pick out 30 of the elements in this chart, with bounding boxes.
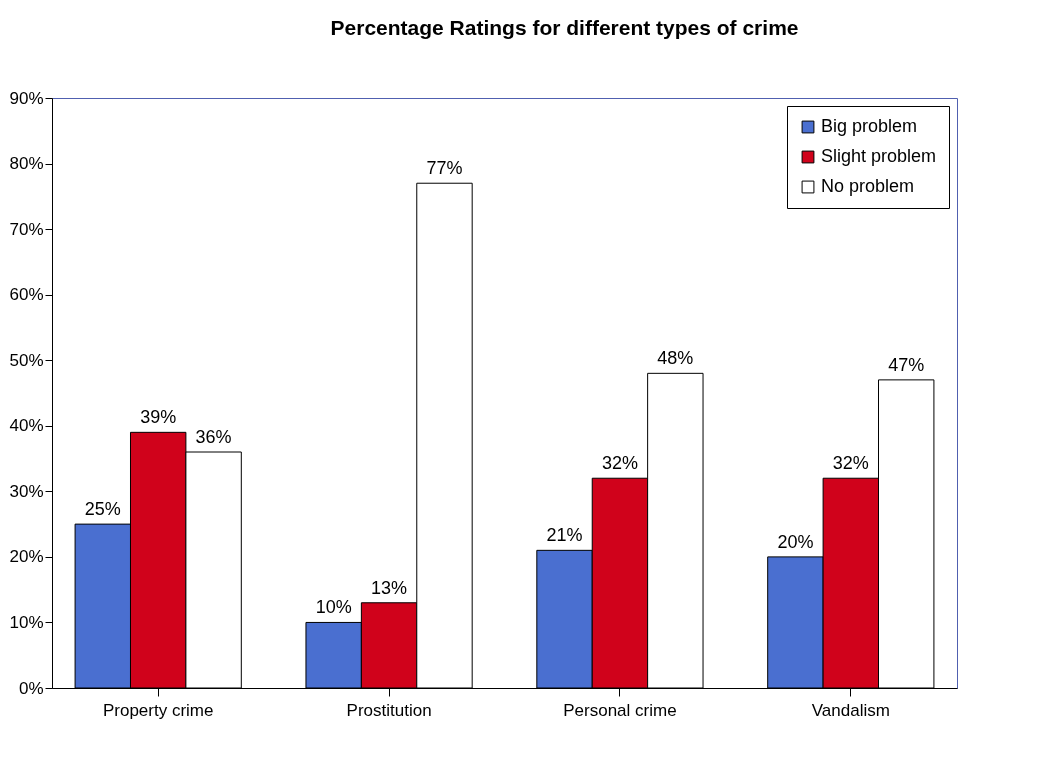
y-tick-label: 60% (9, 285, 44, 305)
data-label: 10% (315, 597, 352, 618)
data-label: 47% (888, 354, 925, 375)
legend-label: No problem (821, 176, 915, 196)
y-tick-label: 0% (18, 678, 44, 698)
data-label: 25% (84, 499, 121, 520)
y-tick-label: 90% (9, 88, 44, 108)
data-label: 77% (426, 158, 463, 179)
y-tick-label: 30% (9, 481, 44, 501)
data-label: 32% (832, 453, 869, 474)
y-tick-label: 40% (9, 416, 44, 436)
y-tick-label: 80% (9, 154, 44, 174)
data-label: 21% (546, 525, 583, 546)
data-label: 39% (140, 407, 177, 428)
y-tick-label: 50% (9, 350, 44, 370)
y-tick-label: 20% (9, 547, 44, 567)
legend-label: Big problem (821, 116, 918, 136)
data-label: 48% (657, 348, 694, 369)
y-tick-label: 70% (9, 219, 44, 239)
data-label: 13% (371, 577, 408, 598)
data-label: 36% (195, 427, 232, 447)
x-tick-label: Prostitution (346, 700, 432, 720)
x-tick-label: Personal crime (563, 700, 677, 720)
data-label: 20% (777, 531, 814, 552)
x-tick-label: Property crime (102, 700, 214, 720)
data-label: 32% (601, 453, 638, 474)
chart-title: Percentage Ratings for different types of crime (330, 16, 799, 39)
y-tick-label: 10% (9, 612, 44, 632)
x-tick-label: Vandalism (811, 700, 890, 720)
legend-label: Slight problem (821, 146, 937, 166)
